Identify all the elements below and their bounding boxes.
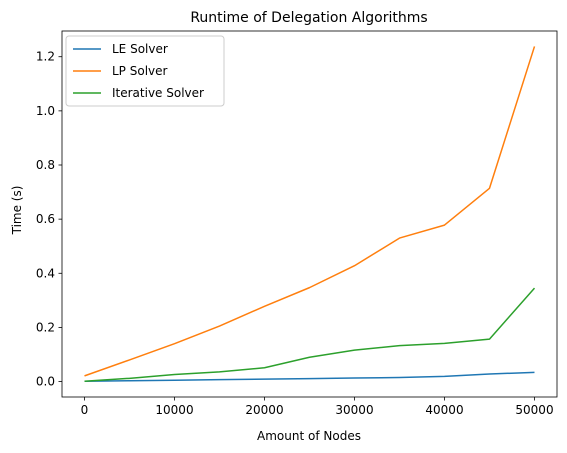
x-tick-label: 50000 <box>515 403 553 417</box>
axes-frame <box>61 30 558 398</box>
series-line-0 <box>84 371 535 383</box>
x-tick-label: 20000 <box>245 403 283 417</box>
y-tick-label: 0.4 <box>36 266 55 280</box>
y-tick-label: 0.2 <box>36 320 55 334</box>
y-tick-label: 1.0 <box>36 104 55 118</box>
legend-label-0: LE Solver <box>112 42 168 56</box>
x-tick-label: 0 <box>81 403 89 417</box>
legend-label-2: Iterative Solver <box>112 86 204 100</box>
series-line-1 <box>84 46 536 377</box>
series-line-2 <box>84 287 536 383</box>
plot-area: 0 10000 20000 30000 40000 50000 0.0 0.2 0.4 0.6 0.… <box>36 30 558 417</box>
x-tick-label: 10000 <box>155 403 193 417</box>
y-tick-label: 1.2 <box>36 50 55 64</box>
x-tick-label: 30000 <box>335 403 373 417</box>
y-axis-title: Time (s) <box>10 186 24 236</box>
chart-title: Runtime of Delegation Algorithms <box>190 10 427 26</box>
legend-box <box>65 35 225 107</box>
x-tick-label: 40000 <box>425 403 463 417</box>
y-tick-label: 0.0 <box>36 375 55 389</box>
legend-label-1: LP Solver <box>112 64 168 78</box>
y-tick-label: 0.6 <box>36 212 55 226</box>
legend: LE Solver LP Solver Iterative Solver <box>65 35 225 107</box>
x-axis-title: Amount of Nodes <box>257 429 361 443</box>
y-tick-label: 0.8 <box>36 158 55 172</box>
